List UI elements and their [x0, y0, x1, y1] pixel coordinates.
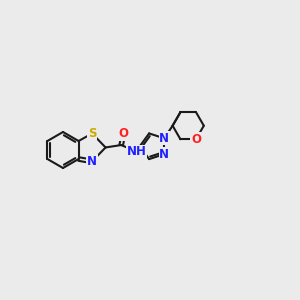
- Text: S: S: [88, 127, 96, 140]
- Text: N: N: [87, 155, 97, 168]
- Text: O: O: [118, 127, 129, 140]
- Text: N: N: [159, 148, 169, 161]
- Text: N: N: [159, 132, 169, 145]
- Text: NH: NH: [127, 145, 147, 158]
- Text: O: O: [191, 133, 201, 146]
